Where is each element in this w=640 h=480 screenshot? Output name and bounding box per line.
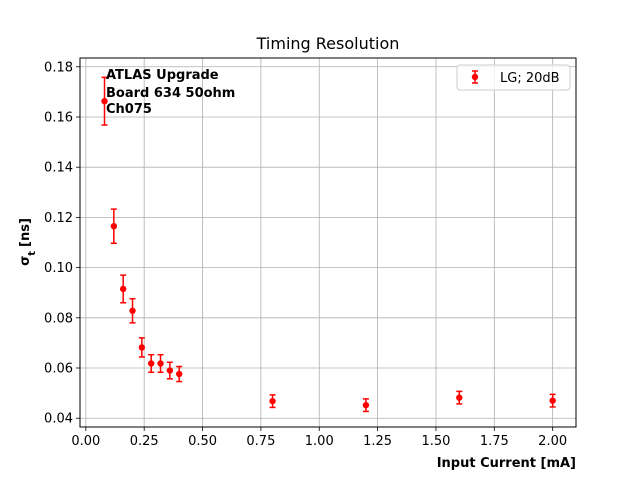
annotation-text: ATLAS Upgrade Board 634 50ohm Ch075 [106,68,235,117]
annotation-line: Board 634 50ohm [106,86,235,101]
data-point [549,393,556,408]
x-axis-label: Input Current [mA] [437,456,576,471]
data-point [157,353,164,374]
plot-frame [79,57,577,428]
y-tick-label: 0.16 [44,110,73,125]
legend: LG; 20dB [456,64,571,91]
marker [147,360,155,367]
data-point [176,365,183,383]
marker [119,285,127,293]
data-point [101,76,108,126]
legend-box [456,64,571,91]
y-tick-label: 0.06 [44,362,73,377]
y-tick-label: 0.14 [44,161,73,176]
data-point [138,337,146,358]
legend-label: LG; 20dB [500,71,560,86]
marker [110,222,118,230]
x-tick-label: 1.50 [421,434,450,449]
y-axis-label: σt [ns] [18,218,38,266]
x-tick-label: 1.75 [480,434,509,449]
marker [138,344,146,351]
data-point [362,398,370,413]
marker [166,367,174,374]
y-label-main: σ [18,256,33,266]
x-tick-label: 1.00 [305,434,334,449]
marker [549,397,556,404]
data-points [101,76,556,413]
data-point [129,297,136,324]
marker [456,394,463,401]
x-tick-label: 0.25 [130,434,159,449]
y-tick-label: 0.08 [44,311,73,326]
y-tick-label: 0.10 [44,261,73,276]
x-tick-label: 0.75 [246,434,275,449]
data-point [110,208,118,245]
y-tick-label: 0.18 [44,60,73,75]
marker [176,370,183,378]
grid-lines [80,58,576,427]
y-tick-label: 0.12 [44,211,73,226]
y-label-unit: [ns] [18,218,33,247]
y-label-sub: t [27,251,38,256]
x-tick-label: 0.50 [188,434,217,449]
annotation-line: ATLAS Upgrade [106,68,219,83]
annotation-line: Ch075 [106,102,152,117]
x-tick-label: 1.25 [363,434,392,449]
marker [362,401,370,409]
chart-title: Timing Resolution [256,34,400,53]
marker [129,307,136,314]
data-point [456,390,463,405]
y-tick-label: 0.04 [44,412,73,427]
data-point [269,394,276,409]
data-point [147,353,155,374]
legend-dot [471,73,479,81]
axis-ticks: 0.00 0.25 0.50 0.75 1.00 1.25 1.50 1.75 2.00 0.04… [44,60,567,449]
marker [269,397,276,405]
marker [157,360,164,367]
legend-marker [471,70,479,84]
x-tick-label: 0.00 [71,434,100,449]
x-tick-label: 2.00 [538,434,567,449]
marker [101,97,108,105]
data-point [166,361,174,380]
data-point [119,274,127,304]
